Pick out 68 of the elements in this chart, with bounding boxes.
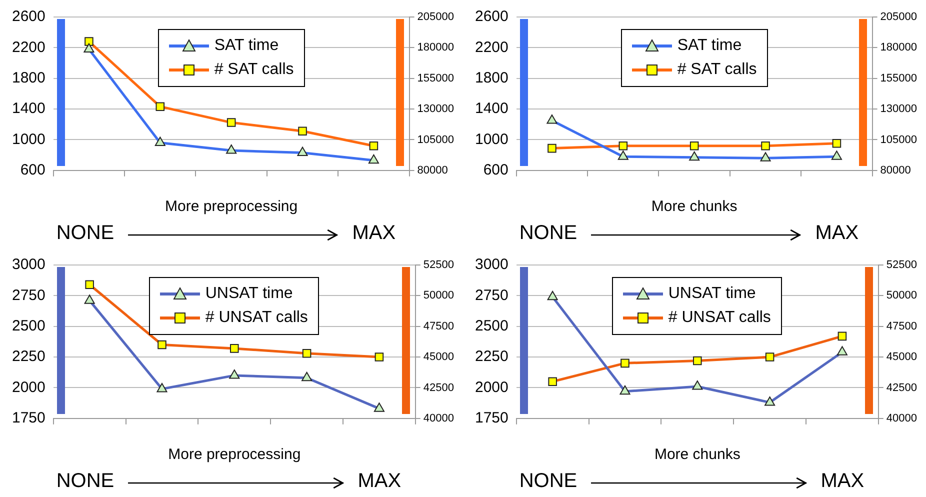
y-tick-label: 1800 [12,70,46,86]
y-tick-label: 3000 [12,256,46,274]
y-tick-label: 3000 [474,256,508,274]
y-tick-label: 1750 [474,410,508,427]
y-tick-label: 1800 [474,70,508,86]
text: MAX [815,222,859,245]
y2-tick-label: 205000 [417,11,454,24]
y2-tick-label: 155000 [417,72,454,84]
y-tick-label: 600 [483,162,508,179]
x-axis-title: More chunks [651,198,738,216]
y2-tick-label: 50000 [886,290,918,302]
y-tick-label: 1000 [474,130,508,148]
legend-label: UNSAT time [205,285,293,303]
legend-label: # UNSAT calls [205,309,308,327]
y2-tick-label: 47500 [886,320,918,332]
y2-tick-label: 45000 [886,351,918,364]
y-tick-label: 2600 [474,8,508,26]
y-tick-label: 2000 [12,378,46,396]
x-axis-title: More preprocessing [168,446,301,464]
y2-tick-label: 42500 [886,382,918,394]
y-tick-label: 2250 [474,348,508,366]
y2-tick-label: 52500 [423,259,454,272]
y2-tick-label: 50000 [423,290,454,302]
legend-label: # UNSAT calls [668,309,771,327]
y2-tick-label: 155000 [880,72,918,84]
y-tick-label: 2500 [474,318,508,334]
y2-tick-label: 42500 [423,382,454,394]
y2-tick-label: 130000 [417,103,454,116]
y-tick-label: 2200 [474,38,508,56]
y-tick-label: 2000 [474,378,508,396]
y2-tick-label: 105000 [417,134,454,146]
text: NONE [519,222,578,245]
y-tick-label: 2200 [12,38,46,56]
legend-label: SAT time [214,37,279,55]
y2-tick-label: 40000 [886,412,918,424]
y-tick-label: 2250 [12,348,46,366]
y2-tick-label: 180000 [417,42,454,54]
y-tick-label: 2750 [12,286,46,304]
y2-tick-label: 40000 [423,412,454,424]
y2-tick-label: 52500 [886,259,918,272]
legend-label: # SAT calls [214,61,294,79]
y-tick-label: 2500 [12,318,46,334]
x-axis-title: More chunks [654,446,740,464]
legend-label: UNSAT time [668,285,756,303]
y2-tick-label: 80000 [880,164,911,176]
y2-tick-label: 47500 [423,320,454,332]
text: NONE [519,470,578,493]
legend-label: SAT time [677,37,742,55]
text: MAX [820,470,864,493]
text: MAX [352,222,396,245]
legend-label: # SAT calls [677,61,757,79]
y-tick-label: 1400 [12,100,46,118]
y-tick-label: 1000 [12,130,46,148]
y2-tick-label: 180000 [880,42,918,54]
y-tick-label: 600 [20,162,46,179]
y2-tick-label: 45000 [423,351,454,364]
y-tick-label: 2750 [474,286,508,304]
y-tick-label: 2600 [12,8,46,26]
text: NONE [56,470,114,493]
y2-tick-label: 105000 [880,134,918,146]
y2-tick-label: 130000 [880,103,918,116]
text: MAX [358,470,402,493]
x-axis-title: More preprocessing [165,198,298,216]
y2-tick-label: 205000 [880,11,918,24]
y-tick-label: 1750 [12,410,46,427]
y-tick-label: 1400 [474,100,508,118]
text: NONE [56,222,114,245]
y2-tick-label: 80000 [417,164,448,176]
